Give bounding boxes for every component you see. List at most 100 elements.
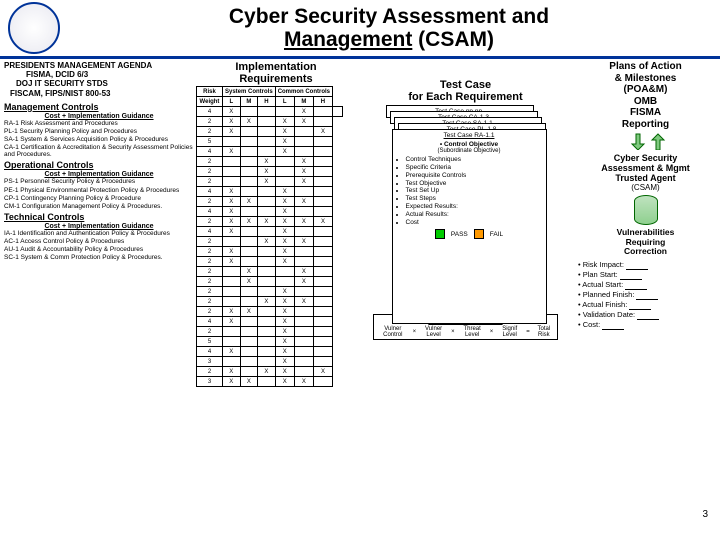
impl-l2: Requirements bbox=[239, 73, 312, 85]
table-row: 4XX bbox=[197, 147, 343, 157]
table-cell: X bbox=[275, 217, 294, 227]
table-cell bbox=[313, 177, 332, 187]
csam-sub: (CSAM) bbox=[575, 184, 716, 193]
control-item: RA-1 Risk Assessment and Procedures bbox=[4, 120, 194, 127]
field-list: Risk Impact:Plan Start:Actual Start:Plan… bbox=[575, 260, 716, 331]
table-cell bbox=[313, 317, 332, 327]
database-icon bbox=[634, 195, 658, 225]
left-column: PRESIDENTS MANAGEMENT AGENDA FISMA, DCID… bbox=[4, 61, 194, 387]
table-cell: 3 bbox=[197, 377, 223, 387]
table-cell: X bbox=[313, 217, 332, 227]
table-cell: X bbox=[240, 277, 258, 287]
csam-block: Cyber Security Assessment & Mgmt Trusted… bbox=[575, 154, 716, 192]
field-item: Cost: bbox=[578, 320, 716, 330]
table-cell: X bbox=[240, 117, 258, 127]
table-cell: 2 bbox=[197, 277, 223, 287]
title-line2: Management bbox=[284, 28, 412, 51]
table-row: 2XXXXXX bbox=[197, 217, 343, 227]
table-cell bbox=[258, 317, 276, 327]
table-cell: X bbox=[223, 247, 241, 257]
table-cell: X bbox=[313, 127, 332, 137]
control-item: SA-1 System & Services Acquisition Polic… bbox=[4, 136, 194, 143]
bullet-item: Control Techniques bbox=[406, 156, 543, 164]
table-cell bbox=[258, 277, 276, 287]
table-cell bbox=[313, 277, 332, 287]
table-cell: 2 bbox=[197, 127, 223, 137]
pass-label: PASS bbox=[451, 231, 468, 238]
right-column: Test Case for Each Requirement Test Case… bbox=[360, 61, 571, 387]
table-cell bbox=[258, 327, 276, 337]
table-cell bbox=[240, 367, 258, 377]
table-cell: X bbox=[275, 337, 294, 347]
table-cell: 3 bbox=[197, 357, 223, 367]
table-cell bbox=[258, 117, 276, 127]
table-cell bbox=[275, 267, 294, 277]
table-row: 2XXX bbox=[197, 307, 343, 317]
table-cell bbox=[223, 357, 241, 367]
table-row: 4XX bbox=[197, 187, 343, 197]
table-cell: X bbox=[223, 347, 241, 357]
table-row: 2X bbox=[197, 327, 343, 337]
table-row: 4XX bbox=[197, 207, 343, 217]
table-cell bbox=[258, 247, 276, 257]
table-cell bbox=[294, 317, 313, 327]
table-cell bbox=[223, 167, 241, 177]
sub-objective: (Subordinate Objective) bbox=[396, 148, 543, 154]
table-cell bbox=[313, 147, 332, 157]
table-cell: X bbox=[240, 267, 258, 277]
table-cell bbox=[258, 127, 276, 137]
table-cell: 2 bbox=[197, 247, 223, 257]
table-cell bbox=[258, 267, 276, 277]
agenda-line: DOJ IT SECURITY STDS bbox=[4, 79, 194, 88]
table-cell: 4 bbox=[197, 187, 223, 197]
table-cell bbox=[294, 187, 313, 197]
table-cell bbox=[240, 317, 258, 327]
table-cell bbox=[294, 257, 313, 267]
table-cell bbox=[258, 357, 276, 367]
table-cell: X bbox=[294, 297, 313, 307]
table-cell bbox=[294, 307, 313, 317]
table-cell bbox=[258, 257, 276, 267]
table-cell: X bbox=[223, 257, 241, 267]
table-row: 2XXX bbox=[197, 237, 343, 247]
table-cell: X bbox=[275, 127, 294, 137]
table-cell bbox=[294, 287, 313, 297]
table-cell: X bbox=[258, 297, 276, 307]
table-cell bbox=[258, 137, 276, 147]
table-cell bbox=[223, 177, 241, 187]
vuln-block: Vulnerabilities Requiring Correction bbox=[575, 228, 716, 256]
table-cell bbox=[313, 327, 332, 337]
table-row: 2XXXX bbox=[197, 117, 343, 127]
table-cell: X bbox=[294, 177, 313, 187]
requirements-table: Risk System Controls Common Controls Wei… bbox=[196, 86, 343, 387]
table-cell bbox=[240, 247, 258, 257]
table-cell: X bbox=[258, 167, 276, 177]
table-cell bbox=[313, 137, 332, 147]
ra-op: × bbox=[413, 329, 417, 335]
arrows-icon bbox=[575, 132, 716, 152]
table-cell: 2 bbox=[197, 197, 223, 207]
table-cell bbox=[240, 107, 258, 117]
table-cell: X bbox=[223, 107, 241, 117]
table-cell: 2 bbox=[197, 267, 223, 277]
table-cell bbox=[223, 337, 241, 347]
table-cell bbox=[294, 127, 313, 137]
table-cell: X bbox=[258, 237, 276, 247]
table-cell bbox=[258, 337, 276, 347]
control-objective: • Control Objective bbox=[396, 141, 543, 148]
tc-l2: for Each Requirement bbox=[408, 91, 522, 103]
table-cell bbox=[313, 197, 332, 207]
th-l: L bbox=[275, 97, 294, 107]
table-cell: X bbox=[275, 207, 294, 217]
table-cell bbox=[240, 137, 258, 147]
table-cell bbox=[223, 267, 241, 277]
testcase-cards: Test Case nn.nn. Test Case CA-1.3 Test C… bbox=[386, 105, 546, 310]
table-cell bbox=[313, 207, 332, 217]
table-cell: X bbox=[275, 287, 294, 297]
poa-line: FISMA bbox=[575, 107, 716, 119]
cost-heading: Cost + Implementation Guidance bbox=[4, 223, 194, 230]
table-cell bbox=[223, 287, 241, 297]
table-cell: 5 bbox=[197, 137, 223, 147]
table-cell bbox=[258, 107, 276, 117]
table-cell: 2 bbox=[197, 287, 223, 297]
